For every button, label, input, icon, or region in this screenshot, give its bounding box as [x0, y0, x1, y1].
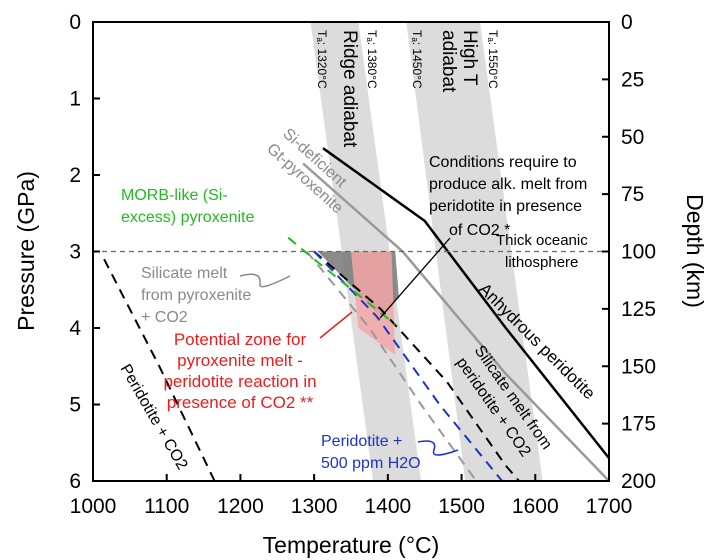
y-ticks: 0 1 2 3 4 5 6 — [69, 11, 100, 493]
potential-leader — [319, 311, 353, 339]
tp-label-1550: Tₐ: 1550°C — [486, 30, 500, 89]
high-t-adiabat-label-line1: High T — [459, 30, 480, 86]
series-line-1 — [302, 162, 610, 482]
morb-label-line2: excess) pyroxenite — [121, 209, 254, 226]
y2-tick-label: 100 — [621, 241, 656, 264]
series-line-0 — [322, 147, 610, 459]
y-tick-label: 1 — [69, 88, 81, 111]
series-line-6 — [103, 258, 216, 482]
series-line-5 — [287, 236, 396, 325]
y2-ticks: 0 25 50 75 100 125 150 175 200 — [602, 11, 656, 493]
x-tick-label: 1000 — [70, 495, 117, 518]
potential-label-line1: Potential zone for — [174, 330, 307, 349]
y-tick-label: 5 — [69, 394, 81, 417]
y2-tick-label: 75 — [621, 183, 644, 206]
sipyx-leader — [239, 273, 291, 288]
thick-label-line2: lithosphere — [505, 254, 578, 271]
x-tick-label: 1400 — [364, 495, 411, 518]
h2o-label-line1: Peridotite + — [321, 433, 402, 450]
x-tick-label: 1300 — [291, 495, 338, 518]
y2-tick-label: 0 — [621, 11, 633, 34]
potential-label-line2: pyroxenite melt - — [177, 351, 303, 370]
sipyx-label-line2: from pyroxenite — [141, 287, 251, 304]
tp-label-1450: Tₐ: 1450°C — [410, 30, 424, 89]
y2-tick-label: 175 — [621, 413, 656, 436]
series-line-4 — [306, 250, 478, 482]
conditions-label-line2: produce alk. melt from — [429, 176, 587, 193]
h2o-leader — [417, 440, 459, 456]
h2o-label-line2: 500 ppm H2O — [321, 455, 421, 472]
series-lines — [93, 147, 610, 482]
y-tick-label: 2 — [69, 164, 81, 187]
morb-label-line1: MORB-like (Si- — [121, 187, 228, 204]
y-axis-title: Pressure (GPa) — [13, 171, 39, 331]
y2-tick-label: 200 — [621, 470, 656, 493]
series-line-2 — [313, 250, 520, 482]
x-tick-label: 1100 — [144, 495, 189, 518]
x-tick-label: 1600 — [512, 495, 559, 518]
y2-axis-title: Depth (km) — [682, 194, 708, 308]
conditions-label-line1: Conditions require to — [429, 154, 577, 171]
tp-label-1320: Tₐ: 1320°C — [315, 30, 329, 89]
x-tick-label: 1700 — [586, 495, 633, 518]
x-axis-title: Temperature (°C) — [263, 532, 440, 558]
conditions-label-line4: of CO2 * — [449, 222, 510, 239]
x-tick-label: 1200 — [217, 495, 264, 518]
y2-tick-label: 150 — [621, 355, 656, 378]
zones — [317, 251, 399, 355]
y-tick-label: 6 — [69, 470, 81, 493]
conditions-label-line3: peridotite in presence — [429, 198, 582, 215]
y-tick-label: 0 — [69, 11, 81, 34]
potential-label-line3: peridotite reaction in — [163, 372, 316, 391]
x-ticks: 1000 1100 1200 1300 1400 1500 1600 1700 — [70, 474, 633, 518]
zone-1 — [351, 251, 396, 355]
series-line-3 — [313, 250, 503, 482]
sipyx-label-line3: + CO2 — [141, 309, 188, 326]
conditions-leader — [379, 237, 451, 319]
tp-label-1380: Tₐ: 1380°C — [365, 30, 379, 89]
ridge-adiabat-label: Ridge adiabat — [339, 30, 360, 148]
y2-tick-label: 125 — [621, 298, 656, 321]
y-tick-label: 3 — [69, 241, 81, 264]
potential-label-line4: presence of CO2 ** — [167, 393, 314, 412]
x-tick-label: 1500 — [438, 495, 485, 518]
thick-label-line1: Thick oceanic — [496, 232, 588, 249]
y2-tick-label: 50 — [621, 126, 644, 149]
y2-tick-label: 25 — [621, 68, 644, 91]
sipyx-label-line1: Silicate melt — [141, 265, 228, 282]
high-t-adiabat-label-line2: adiabat — [438, 30, 459, 93]
y-tick-label: 4 — [69, 317, 81, 340]
